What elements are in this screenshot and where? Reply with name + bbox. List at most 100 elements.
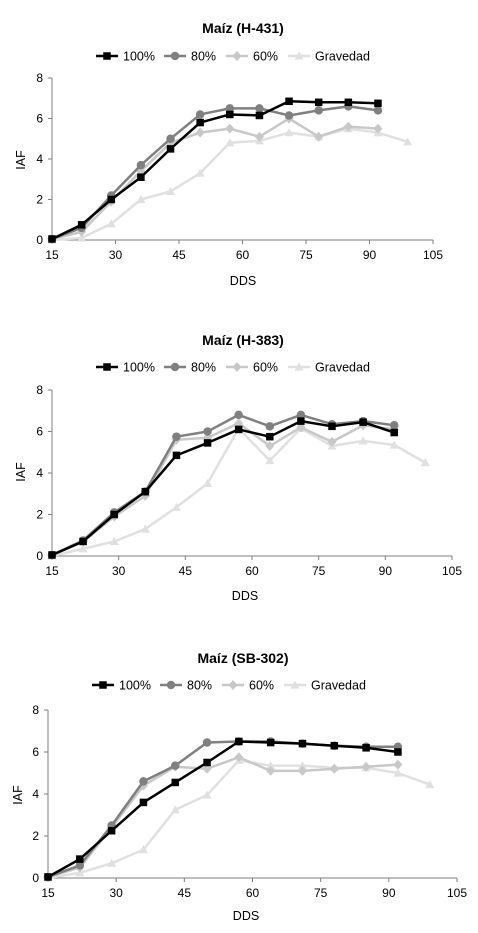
- data-point: [196, 118, 204, 127]
- data-point: [172, 451, 181, 460]
- y-tick-label: 8: [32, 703, 39, 717]
- x-tick-label: 90: [379, 564, 393, 578]
- data-point: [284, 111, 294, 120]
- legend-marker: [232, 51, 242, 61]
- plot-area: 0 2 4 6 8 15 30 45 60 75 90 105: [36, 383, 462, 578]
- plot-area: 0 2 4 6 8 15 30 45 60 75 90 105: [32, 703, 467, 900]
- data-point: [109, 536, 119, 546]
- y-tick-label: 2: [36, 508, 43, 522]
- legend-entry: 60%: [253, 50, 278, 64]
- data-point: [403, 137, 413, 146]
- x-tick-label: 60: [236, 248, 250, 262]
- data-point: [266, 761, 276, 770]
- x-tick-label: 75: [314, 886, 328, 900]
- series-line-100%: [51, 100, 379, 241]
- series-line-100%: [47, 740, 399, 879]
- x-tick-label: 15: [45, 564, 59, 578]
- chart-title: Maíz (SB-302): [197, 650, 288, 666]
- x-axis-label: DDS: [230, 274, 256, 288]
- legend-marker: [103, 52, 111, 60]
- x-tick-label: 60: [245, 564, 259, 578]
- legend-entry: Gravedad: [315, 50, 370, 64]
- data-point: [344, 98, 353, 107]
- x-tick-label: 45: [172, 248, 186, 262]
- data-point: [172, 432, 181, 441]
- data-point: [195, 127, 205, 138]
- data-point: [343, 121, 353, 132]
- x-tick-label: 30: [112, 564, 126, 578]
- data-point: [389, 421, 399, 430]
- x-axis-label: DDS: [232, 589, 258, 603]
- data-point: [106, 219, 116, 228]
- data-point: [235, 737, 243, 746]
- y-tick-label: 0: [32, 871, 39, 885]
- data-point: [195, 110, 205, 119]
- x-tick-label: 45: [179, 564, 193, 578]
- data-point: [285, 97, 293, 106]
- data-point: [77, 233, 87, 242]
- legend-marker: [99, 681, 107, 689]
- data-point: [393, 768, 403, 777]
- x-tick-label: 30: [109, 886, 123, 900]
- x-tick-label: 30: [109, 248, 123, 262]
- data-point: [202, 790, 212, 799]
- chart-panel-2: Maíz (H-383) 100% 80% 60% Gravedad 0 2 4 6 8 15 3…: [14, 332, 462, 603]
- series-line-Gravedad: [47, 759, 431, 880]
- data-point: [166, 134, 175, 143]
- legend-marker: [294, 51, 304, 60]
- data-point: [297, 761, 307, 770]
- y-tick-label: 6: [36, 425, 43, 439]
- data-point: [255, 104, 264, 113]
- data-point: [298, 739, 307, 748]
- data-point: [195, 168, 205, 177]
- data-point: [314, 106, 323, 115]
- legend-entry: 100%: [119, 679, 151, 693]
- data-point: [107, 195, 116, 204]
- data-point: [139, 777, 148, 786]
- data-point: [327, 436, 337, 447]
- y-tick-label: 0: [36, 233, 43, 247]
- x-tick-label: 90: [363, 248, 377, 262]
- legend-entry: 80%: [191, 361, 216, 375]
- series-line-80%: [51, 413, 395, 557]
- data-point: [361, 761, 371, 772]
- y-tick-label: 0: [36, 549, 43, 563]
- y-tick-label: 4: [32, 787, 39, 801]
- data-point: [234, 752, 244, 763]
- plot-area: 0 2 4 6 8 15 30 45 60 75 90 105: [36, 71, 443, 262]
- y-tick-label: 8: [36, 383, 43, 397]
- x-tick-label: 75: [299, 248, 313, 262]
- data-point: [170, 761, 180, 770]
- legend-marker: [228, 680, 238, 690]
- data-point: [170, 805, 180, 814]
- legend-entry: 80%: [191, 50, 216, 64]
- data-point: [329, 763, 339, 774]
- legend-entry: 60%: [249, 679, 274, 693]
- data-point: [373, 106, 383, 115]
- legend-entry: 80%: [187, 679, 212, 693]
- data-point: [44, 873, 52, 881]
- data-point: [358, 436, 368, 445]
- data-point: [110, 510, 118, 519]
- series-line-80%: [51, 105, 379, 241]
- data-point: [234, 410, 243, 420]
- data-point: [297, 417, 305, 425]
- y-tick-label: 8: [36, 71, 43, 85]
- data-point: [107, 858, 117, 867]
- data-point: [328, 422, 336, 431]
- data-point: [297, 765, 307, 776]
- data-point: [255, 111, 264, 120]
- legend-marker: [166, 680, 176, 690]
- legend-marker: [232, 362, 242, 372]
- legend-entry: 60%: [253, 361, 278, 375]
- data-point: [265, 441, 275, 452]
- x-axis-label: DDS: [233, 909, 259, 923]
- legend-marker: [170, 51, 180, 61]
- x-tick-label: 45: [178, 886, 192, 900]
- series-line-Gravedad: [51, 427, 426, 558]
- data-point: [203, 758, 211, 767]
- data-point: [266, 765, 276, 776]
- data-point: [374, 99, 382, 108]
- legend: 100% 80% 60% Gravedad: [92, 679, 366, 693]
